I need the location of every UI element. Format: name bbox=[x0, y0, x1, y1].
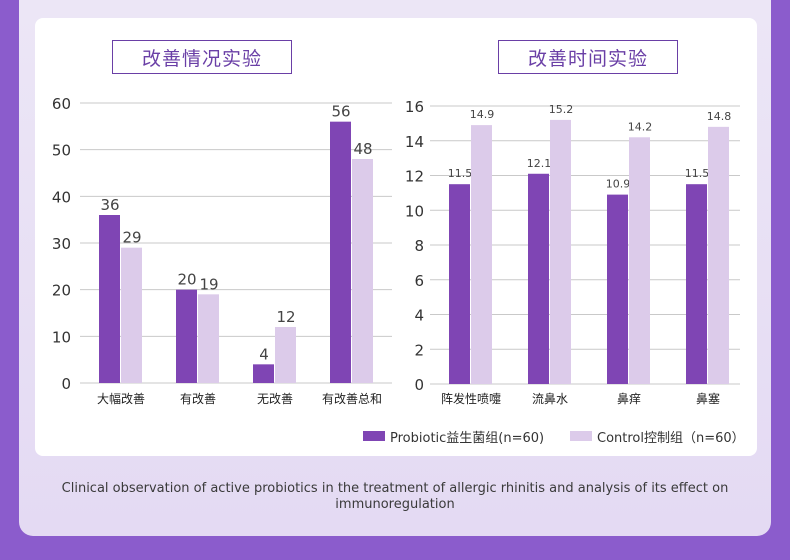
x-tick-label: 大幅改善 bbox=[97, 391, 145, 406]
x-tick-label: 鼻痒 bbox=[617, 391, 641, 406]
x-tick-label: 无改善 bbox=[257, 391, 293, 406]
chart-title-time: 改善时间实验 bbox=[498, 40, 678, 74]
bar-control bbox=[708, 126, 729, 384]
y-tick-label: 0 bbox=[61, 375, 71, 393]
data-label: 11.5 bbox=[448, 167, 473, 180]
y-tick-label: 6 bbox=[414, 272, 424, 290]
data-label: 11.5 bbox=[685, 167, 710, 180]
x-tick-label: 鼻塞 bbox=[696, 391, 720, 406]
bar-probiotic bbox=[176, 289, 197, 383]
y-tick-label: 30 bbox=[52, 235, 71, 253]
bar-control bbox=[275, 327, 296, 383]
data-label: 20 bbox=[177, 271, 196, 289]
x-tick-label: 流鼻水 bbox=[532, 391, 568, 406]
bar-control bbox=[198, 294, 219, 383]
y-tick-label: 20 bbox=[52, 282, 71, 300]
legend-probiotic: Probiotic益生菌组(n=60) bbox=[363, 427, 545, 446]
data-label: 14.2 bbox=[628, 120, 653, 133]
y-tick-label: 60 bbox=[52, 95, 71, 113]
x-tick-label: 有改善 bbox=[180, 391, 216, 406]
y-tick-label: 2 bbox=[414, 341, 424, 359]
data-label: 4 bbox=[259, 345, 269, 363]
bar-probiotic bbox=[253, 364, 274, 383]
y-tick-label: 16 bbox=[405, 98, 424, 116]
legend-control-swatch bbox=[570, 431, 592, 441]
legend-probiotic-swatch bbox=[363, 431, 385, 441]
bar-control bbox=[629, 137, 650, 384]
data-label: 36 bbox=[100, 196, 119, 214]
y-tick-label: 14 bbox=[405, 133, 424, 151]
y-tick-label: 40 bbox=[52, 188, 71, 206]
y-tick-label: 4 bbox=[414, 307, 424, 325]
legend-control-label: Control控制组（n=60） bbox=[597, 430, 745, 446]
y-tick-label: 8 bbox=[414, 237, 424, 255]
bar-control bbox=[550, 119, 571, 385]
data-label: 48 bbox=[353, 140, 372, 158]
x-tick-label: 有改善总和 bbox=[322, 391, 382, 406]
data-label: 10.9 bbox=[606, 178, 631, 191]
data-label: 56 bbox=[331, 103, 350, 121]
legend-probiotic-label: Probiotic益生菌组(n=60) bbox=[390, 430, 545, 446]
bar-probiotic bbox=[607, 194, 628, 384]
x-tick-label: 阵发性喷嚏 bbox=[441, 391, 501, 406]
bar-probiotic bbox=[449, 184, 470, 384]
y-tick-label: 0 bbox=[414, 376, 424, 394]
figure-caption: Clinical observation of active probiotic… bbox=[61, 481, 729, 512]
data-label: 14.8 bbox=[707, 110, 732, 123]
bar-control bbox=[352, 159, 373, 383]
bar-probiotic bbox=[330, 121, 351, 384]
data-label: 12.1 bbox=[527, 157, 552, 170]
chart-title-improvement: 改善情况实验 bbox=[112, 40, 292, 74]
data-label: 15.2 bbox=[549, 103, 574, 116]
bar-probiotic bbox=[528, 173, 549, 384]
legend-control: Control控制组（n=60） bbox=[570, 427, 745, 446]
data-label: 19 bbox=[199, 275, 218, 293]
y-tick-label: 10 bbox=[52, 328, 71, 346]
bar-probiotic bbox=[99, 215, 120, 383]
data-label: 14.9 bbox=[470, 108, 495, 121]
y-tick-label: 50 bbox=[52, 142, 71, 160]
bar-control bbox=[121, 247, 142, 383]
data-label: 29 bbox=[122, 229, 141, 247]
bar-control bbox=[471, 125, 492, 385]
y-tick-label: 10 bbox=[405, 202, 424, 220]
data-label: 12 bbox=[276, 308, 295, 326]
bar-probiotic bbox=[686, 184, 707, 384]
y-tick-label: 12 bbox=[405, 168, 424, 186]
